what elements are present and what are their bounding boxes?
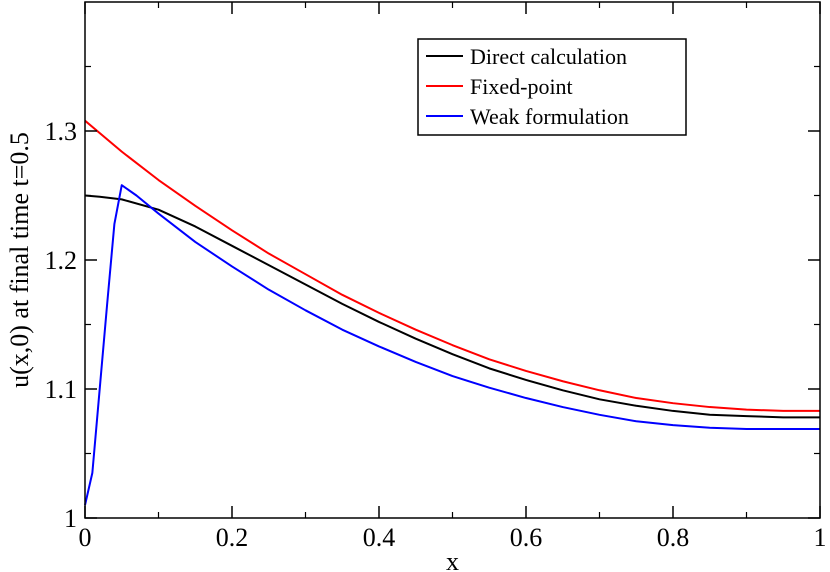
x-tick-label: 0.4 [363, 523, 396, 552]
series-line-fixed-point [84, 119, 820, 412]
x-axis-title: x [446, 547, 459, 572]
legend-label: Weak formulation [470, 104, 629, 129]
x-tick-label: 0.2 [216, 523, 249, 552]
series-line-direct-calculation [84, 194, 820, 419]
series-line-weak-formulation [84, 184, 820, 506]
legend: Direct calculation Fixed-point Weak formul… [417, 38, 687, 136]
series-layer [84, 119, 820, 506]
ticks-layer [84, 2, 821, 519]
y-tick-label: 1.1 [45, 375, 78, 404]
legend-label: Fixed-point [470, 74, 573, 99]
x-tick-label: 1 [814, 523, 827, 552]
x-tick-label: 0 [79, 523, 92, 552]
y-axis-title: u(x,0) at final time t=0.5 [5, 132, 34, 388]
x-tick-label: 0.6 [510, 523, 543, 552]
y-tick-label: 1 [64, 504, 77, 533]
y-tick-label: 1.3 [45, 117, 78, 146]
labels-layer: 0 0.2 0.4 0.6 0.8 1 1 1.1 1.2 1.3 [45, 117, 827, 552]
y-tick-label: 1.2 [45, 246, 78, 275]
legend-label: Direct calculation [470, 44, 627, 69]
x-tick-label: 0.8 [657, 523, 690, 552]
